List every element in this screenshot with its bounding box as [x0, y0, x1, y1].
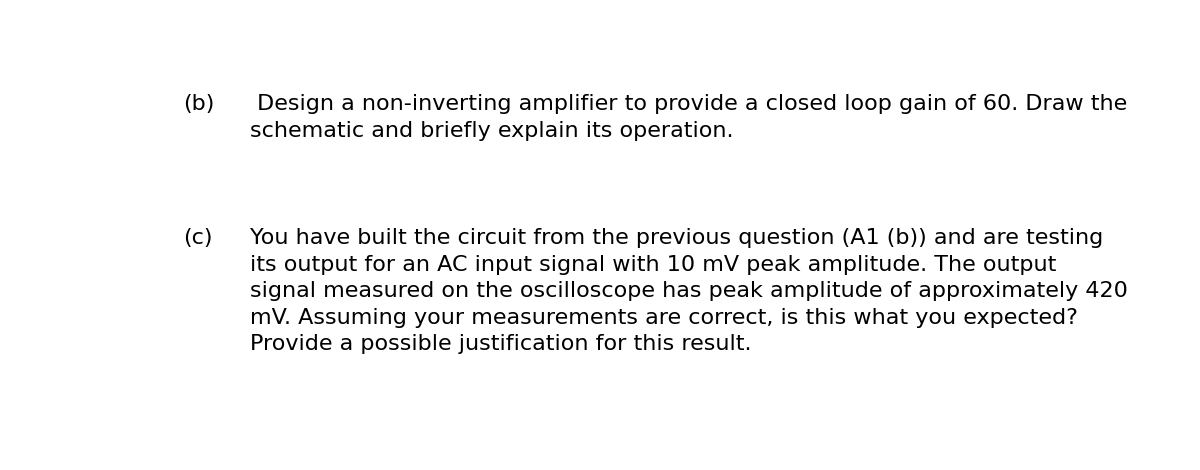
- Text: (c): (c): [184, 228, 212, 248]
- Text: You have built the circuit from the previous question (A1 (b)) and are testing
i: You have built the circuit from the prev…: [251, 228, 1128, 354]
- Text: Design a non-inverting amplifier to provide a closed loop gain of 60. Draw the
s: Design a non-inverting amplifier to prov…: [251, 94, 1128, 141]
- Text: (b): (b): [184, 94, 215, 114]
